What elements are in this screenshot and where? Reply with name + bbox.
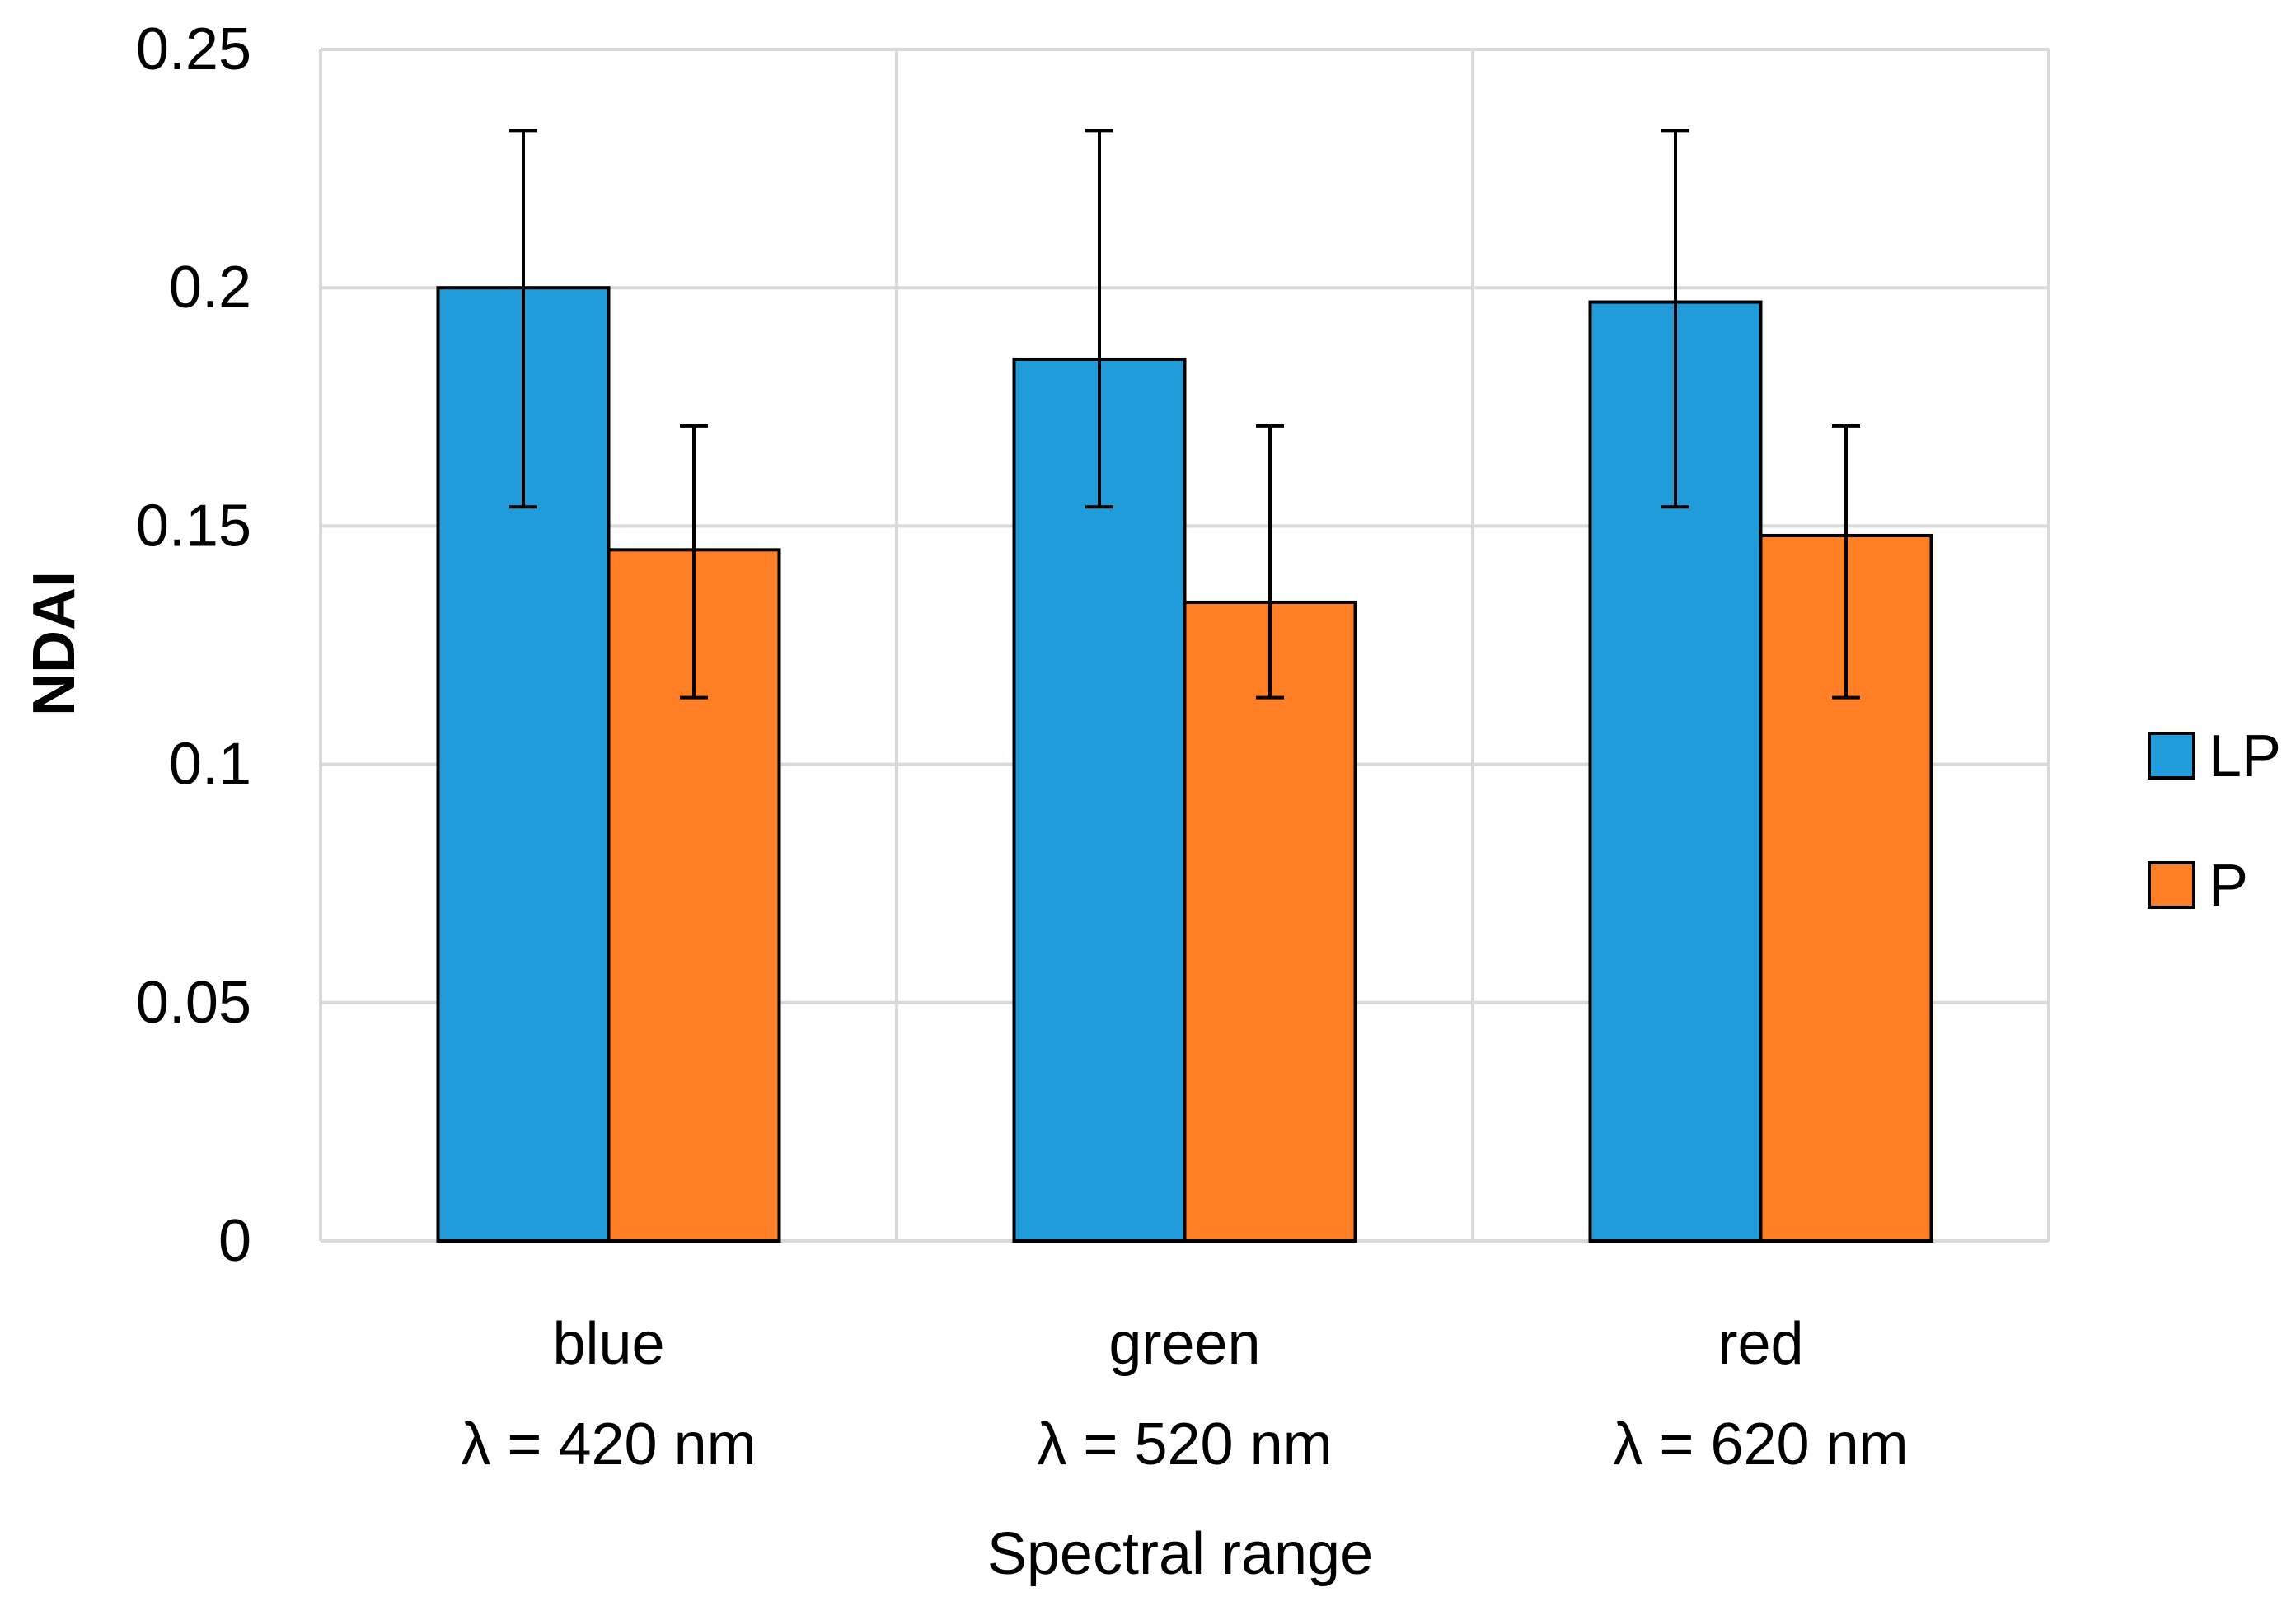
y-axis-title: NDAI	[21, 571, 87, 716]
y-tick-label: 0.15	[136, 493, 251, 559]
y-tick-label: 0.25	[136, 16, 251, 82]
x-axis-title: Spectral range	[987, 1521, 1373, 1587]
x-category-sublabel: λ = 420 nm	[461, 1412, 756, 1477]
bar-p-green	[1183, 600, 1357, 1243]
legend-label-p: P	[2209, 853, 2248, 919]
error-bars	[509, 129, 1860, 700]
x-category-sublabel: λ = 620 nm	[1613, 1412, 1908, 1477]
x-category-label: green	[1108, 1311, 1260, 1377]
x-category-sublabel: λ = 520 nm	[1037, 1412, 1332, 1477]
y-tick-label: 0.1	[169, 732, 251, 798]
x-category-label: blue	[552, 1311, 664, 1377]
legend: LP P	[2148, 723, 2281, 919]
bar-lp-green	[1012, 357, 1187, 1243]
legend-swatch-lp	[2148, 732, 2195, 780]
x-category-label: red	[1717, 1311, 1803, 1377]
legend-swatch-p	[2148, 861, 2195, 909]
x-axis-ticks: blue λ = 420 nm green λ = 520 nm red λ = 620 …	[461, 1311, 1908, 1477]
bars	[436, 286, 1933, 1243]
legend-label-lp: LP	[2209, 723, 2281, 789]
y-tick-label: 0.05	[136, 970, 251, 1036]
y-tick-label: 0.2	[169, 255, 251, 321]
y-tick-label: 0	[218, 1208, 251, 1274]
y-axis-ticks: 0 0.05 0.1 0.15 0.2 0.25	[136, 16, 251, 1274]
